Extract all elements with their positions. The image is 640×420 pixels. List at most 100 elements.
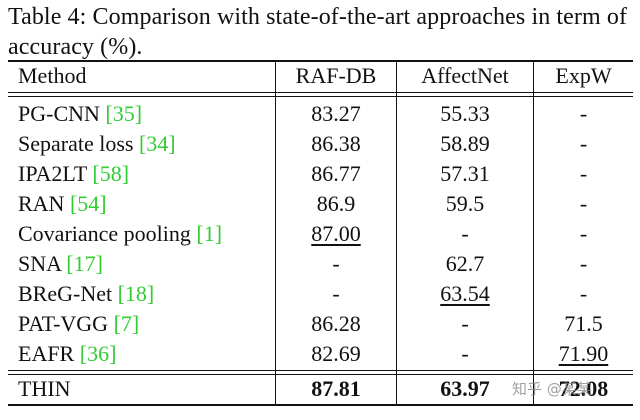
citation-link[interactable]: [34] <box>138 131 176 156</box>
affectnet-value-text: 59.5 <box>445 191 485 216</box>
affectnet-value-text: 63.54 <box>440 281 490 306</box>
raf-db-value-text: 86.28 <box>311 311 361 336</box>
table-row: SNA [17] - 62.7 - <box>8 249 633 279</box>
expw-value-text: - <box>579 281 588 306</box>
column-divider-3 <box>533 60 534 406</box>
raf-db-value: - <box>276 249 396 279</box>
method-name: Separate loss <box>18 131 134 156</box>
expw-value-text: 71.90 <box>558 341 609 366</box>
raf-db-value: - <box>276 279 396 309</box>
method-cell: IPA2LT [58] <box>18 159 129 189</box>
raf-db-value-text: - <box>332 251 340 276</box>
expw-value: 71.5 <box>534 309 633 339</box>
method-cell: PG-CNN [35] <box>18 99 142 129</box>
raf-db-value-text: 86.77 <box>311 161 361 186</box>
header-expw: ExpW <box>555 63 612 88</box>
affectnet-value: 63.97 <box>440 376 490 401</box>
affectnet-value: 58.89 <box>397 129 533 159</box>
expw-value: - <box>534 219 633 249</box>
expw-value: 72.08 <box>558 376 609 401</box>
expw-value-text: - <box>579 191 588 216</box>
citation-link[interactable]: [1] <box>196 221 223 246</box>
method-name: EAFR <box>18 341 75 366</box>
affectnet-value: 63.54 <box>397 279 533 309</box>
table-row: EAFR [36] 82.69 - 71.90 <box>8 339 633 369</box>
citation-link[interactable]: [35] <box>105 101 143 126</box>
raf-db-value-text: 82.69 <box>311 341 361 366</box>
affectnet-value: 57.31 <box>397 159 533 189</box>
citation-link[interactable]: [36] <box>79 341 117 366</box>
header-raf-db: RAF-DB <box>295 63 377 88</box>
table-row: IPA2LT [58] 86.77 57.31 - <box>8 159 633 189</box>
affectnet-value: - <box>397 309 533 339</box>
expw-value-text: - <box>579 161 588 186</box>
method-name: SNA <box>18 251 61 276</box>
method-name: PAT-VGG <box>18 311 109 336</box>
affectnet-value-text: - <box>461 221 469 246</box>
final-rule-1 <box>8 370 633 371</box>
expw-value: - <box>534 249 633 279</box>
table-row: RAN [54] 86.9 59.5 - <box>8 189 633 219</box>
method-cell: Covariance pooling [1] <box>18 219 222 249</box>
method-name: Covariance pooling <box>18 221 191 246</box>
table-caption: Table 4: Comparison with state-of-the-ar… <box>8 4 628 60</box>
raf-db-value: 86.9 <box>276 189 396 219</box>
raf-db-value-text: 86.9 <box>316 191 356 216</box>
expw-value: - <box>534 129 633 159</box>
affectnet-value-text: 57.31 <box>440 161 490 186</box>
affectnet-value-text: 58.89 <box>440 131 490 156</box>
method-cell: RAN [54] <box>18 189 107 219</box>
column-divider-2 <box>396 60 397 406</box>
expw-value-text: 71.5 <box>564 311 603 336</box>
raf-db-value: 82.69 <box>276 339 396 369</box>
header-row: Method RAF-DB AffectNet ExpW <box>8 61 633 91</box>
header-rule-2 <box>8 96 633 97</box>
expw-value: - <box>534 189 633 219</box>
citation-link[interactable]: [7] <box>113 311 140 336</box>
expw-value-text: - <box>579 131 588 156</box>
affectnet-value: 55.33 <box>397 99 533 129</box>
citation-link[interactable]: [58] <box>92 161 130 186</box>
header-affectnet: AffectNet <box>421 63 509 88</box>
method-name: THIN <box>18 376 71 401</box>
affectnet-value-text: - <box>461 341 469 366</box>
expw-value-text: - <box>579 221 588 246</box>
raf-db-value: 86.28 <box>276 309 396 339</box>
method-name: IPA2LT <box>18 161 87 186</box>
citation-link[interactable]: [17] <box>66 251 103 276</box>
method-name: PG-CNN <box>18 101 100 126</box>
method-cell: EAFR [36] <box>18 339 116 369</box>
citation-link[interactable]: [54] <box>69 191 107 216</box>
table-row: PG-CNN [35] 83.27 55.33 - <box>8 99 633 129</box>
table-row: Covariance pooling [1] 87.00 - - <box>8 219 633 249</box>
final-rule-2 <box>8 374 633 375</box>
watermark-text: 知乎 @某某 <box>512 380 592 398</box>
affectnet-value: - <box>397 219 533 249</box>
affectnet-value-text: 62.7 <box>445 251 485 276</box>
raf-db-value-text: 87.00 <box>311 221 361 246</box>
raf-db-value: 86.77 <box>276 159 396 189</box>
top-rule <box>8 60 633 62</box>
raf-db-value: 87.81 <box>311 376 361 401</box>
raf-db-value-text: 83.27 <box>311 101 361 126</box>
method-name: BReG-Net <box>18 281 113 306</box>
column-divider-1 <box>275 60 276 406</box>
method-cell: Separate loss [34] <box>18 129 176 159</box>
expw-value-text: - <box>579 101 588 126</box>
raf-db-value: 87.00 <box>276 219 396 249</box>
affectnet-value: 62.7 <box>397 249 533 279</box>
expw-value: - <box>534 159 633 189</box>
method-name: RAN <box>18 191 65 216</box>
expw-value: - <box>534 99 633 129</box>
header-method: Method <box>18 63 87 88</box>
expw-value-text: - <box>579 251 588 276</box>
table-row: Separate loss [34] 86.38 58.89 - <box>8 129 633 159</box>
method-cell: PAT-VGG [7] <box>18 309 139 339</box>
raf-db-value: 83.27 <box>276 99 396 129</box>
table-row: PAT-VGG [7] 86.28 - 71.5 <box>8 309 633 339</box>
method-cell: SNA [17] <box>18 249 103 279</box>
table-row-thin: THIN 87.81 63.97 72.08 <box>8 374 633 404</box>
affectnet-value: - <box>397 339 533 369</box>
citation-link[interactable]: [18] <box>117 281 155 306</box>
affectnet-value-text: - <box>461 311 469 336</box>
